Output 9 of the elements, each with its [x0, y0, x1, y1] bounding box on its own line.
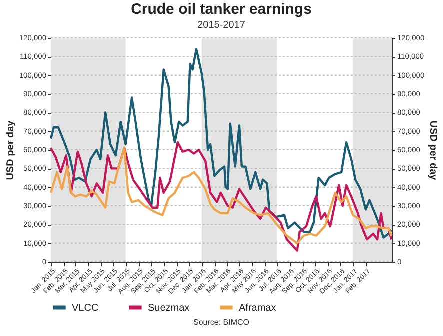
legend-label: VLCC	[72, 302, 99, 314]
y-axis-title: USD per day	[5, 120, 16, 180]
legend-label: Aframax	[239, 302, 276, 314]
chart-subtitle: 2015-2017	[198, 20, 246, 31]
source-note: Source: BIMCO	[192, 318, 250, 328]
y2-axis-title: USD per day	[428, 120, 439, 181]
chart-title: Crude oil tanker earnings	[131, 1, 312, 18]
legend-label: Suezmax	[148, 302, 190, 314]
line-series	[50, 48, 393, 239]
